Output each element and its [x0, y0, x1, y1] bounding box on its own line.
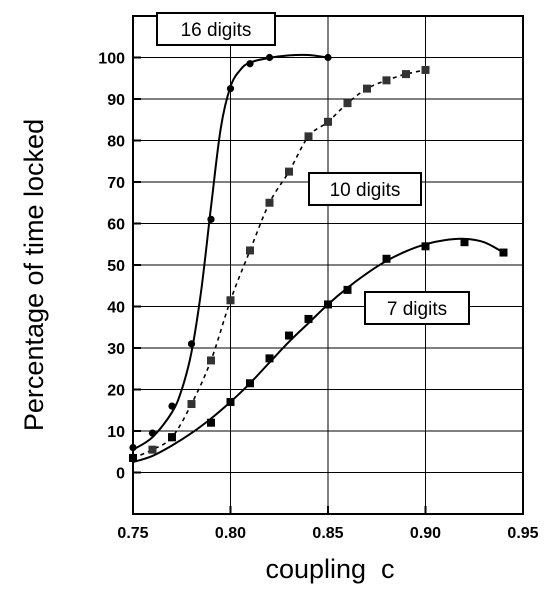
data-point	[226, 85, 235, 93]
label-7-digits: 7 digits	[364, 291, 470, 325]
y-axis-title: Percentage of time locked	[19, 119, 49, 431]
data-point	[285, 331, 293, 340]
data-point	[168, 433, 176, 442]
data-point	[246, 379, 254, 388]
x-tick-label: 0.85	[312, 525, 343, 542]
data-point	[207, 418, 215, 427]
x-tick-label: 0.90	[410, 525, 441, 542]
data-point	[460, 238, 469, 247]
data-point	[187, 340, 196, 348]
y-tick-label: 70	[107, 175, 125, 192]
data-point	[265, 354, 274, 363]
data-point	[402, 70, 410, 79]
data-point	[304, 314, 313, 323]
data-point	[207, 215, 215, 223]
y-tick-label: 100	[98, 51, 125, 68]
data-point	[265, 198, 274, 207]
data-point	[324, 53, 332, 62]
data-point	[168, 402, 176, 410]
label-16-digits-text: 16 digits	[181, 20, 252, 41]
y-tick-label: 60	[107, 217, 125, 234]
x-tick-label: 0.75	[117, 525, 148, 542]
label-10-digits-box	[308, 172, 422, 206]
series-line-0	[132, 53, 329, 451]
y-tick-label: 50	[107, 258, 125, 275]
data-point	[304, 132, 313, 141]
data-point	[343, 99, 352, 108]
curves	[132, 53, 504, 464]
data-point	[207, 356, 215, 365]
data-point	[499, 248, 508, 257]
y-tick-label: 80	[107, 134, 125, 151]
y-tick-label: 40	[107, 300, 125, 317]
label-10-digits: 10 digits	[308, 172, 422, 206]
data-point	[343, 285, 352, 294]
data-point	[382, 76, 391, 85]
label-16-digits: 16 digits	[156, 12, 276, 46]
x-tick-label: 0.95	[507, 525, 538, 542]
data-point	[246, 60, 254, 68]
y-tick-label: 0	[116, 466, 125, 483]
y-tick-label: 10	[107, 424, 125, 441]
x-axis-title: coupling c	[265, 554, 394, 584]
label-7-digits-box	[364, 291, 470, 325]
data-point	[363, 84, 371, 93]
x-tick-label: 0.80	[215, 525, 246, 542]
data-point	[246, 246, 254, 255]
label-7-digits-text: 7 digits	[387, 299, 447, 320]
data-point	[421, 65, 430, 74]
data-point	[148, 445, 157, 454]
data-point	[187, 400, 196, 409]
data-point	[382, 254, 391, 263]
y-tick-label: 30	[107, 341, 125, 358]
y-tick-label: 20	[107, 383, 125, 400]
data-point	[226, 296, 235, 305]
data-point	[148, 429, 157, 437]
y-tick-label: 90	[107, 92, 125, 109]
data-point	[285, 167, 293, 176]
label-10-digits-text: 10 digits	[330, 180, 401, 201]
data-point	[324, 117, 332, 126]
markers	[129, 53, 508, 462]
data-point	[421, 242, 430, 251]
series-line-2	[132, 237, 504, 464]
data-point	[265, 53, 274, 62]
data-point	[226, 397, 235, 406]
grid	[133, 16, 523, 514]
label-16-digits-box	[156, 12, 276, 46]
data-point	[324, 300, 332, 309]
axis-ticks: 0 10 20 30 40 50 60 70 80 90 100 0.75 0.80 0.85 0.90 0.…	[98, 51, 538, 543]
